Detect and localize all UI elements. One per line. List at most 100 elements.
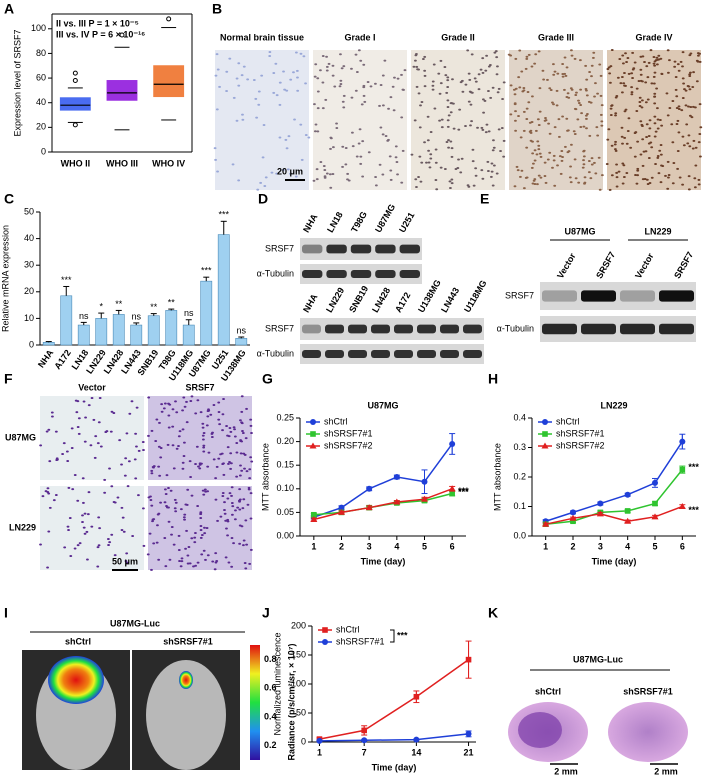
cell (223, 508, 226, 511)
label: shSRSF7#1 (623, 686, 673, 696)
cell (323, 176, 327, 179)
cell (688, 88, 692, 91)
cell (606, 67, 610, 70)
cell (597, 156, 601, 159)
label: Vector (633, 251, 656, 280)
cell (281, 168, 285, 171)
cell (552, 73, 556, 76)
cell (272, 91, 276, 94)
cell (565, 66, 569, 69)
band (620, 323, 655, 335)
cell (533, 149, 537, 152)
cell (556, 72, 560, 75)
cell (134, 477, 138, 480)
cell (124, 560, 128, 563)
cell (386, 139, 390, 142)
cell (202, 549, 206, 552)
cell (631, 51, 635, 54)
cell (546, 158, 550, 161)
y-tick-label: 150 (291, 649, 306, 659)
cell (563, 88, 566, 91)
cell (225, 90, 228, 93)
cell (492, 139, 495, 142)
cell (414, 59, 417, 62)
panel-letter: F (4, 371, 13, 387)
cell (70, 446, 74, 449)
label: LN229 (644, 226, 671, 236)
label: SRSF7 (265, 243, 294, 253)
y-tick-label: 0.25 (276, 412, 294, 422)
cell (242, 65, 246, 68)
cell (160, 403, 164, 406)
cell (255, 116, 259, 119)
cell (687, 134, 691, 137)
cell (548, 151, 552, 154)
point (597, 500, 604, 507)
cell (697, 141, 701, 144)
cell (54, 494, 58, 497)
cell (202, 450, 206, 453)
cell (227, 462, 230, 465)
cell (329, 186, 333, 189)
cell (427, 161, 431, 164)
cell (652, 75, 656, 78)
cell (137, 449, 141, 452)
cell (647, 61, 651, 64)
outlier (119, 32, 125, 38)
cell (608, 72, 612, 75)
cell (656, 156, 660, 159)
cell (87, 404, 91, 407)
cell (477, 73, 481, 76)
cell (324, 98, 328, 101)
cell (692, 71, 695, 74)
cell (582, 159, 585, 162)
cell (676, 63, 680, 66)
cell (625, 142, 629, 145)
x-tick-label: WHO II (61, 158, 91, 168)
point (421, 495, 428, 502)
cell (654, 162, 657, 165)
cell (214, 477, 218, 480)
cell (489, 96, 493, 99)
cell (492, 164, 496, 167)
significance-label: *** (61, 275, 72, 285)
cell (596, 92, 599, 95)
cell (96, 565, 100, 568)
significance-label: ** (150, 302, 158, 312)
cell (633, 61, 637, 64)
cell (257, 103, 261, 106)
cell (175, 411, 179, 414)
legend-marker (541, 442, 549, 449)
cell (146, 553, 150, 556)
band (375, 244, 396, 254)
band (350, 244, 372, 254)
cell (410, 153, 414, 156)
cell (47, 428, 51, 431)
cell (200, 534, 204, 537)
cell (219, 453, 222, 456)
cell (341, 165, 344, 168)
cell (374, 82, 377, 85)
signal (179, 671, 193, 689)
cell (636, 140, 640, 143)
cell (531, 152, 535, 155)
cell (599, 74, 603, 77)
cell (315, 168, 319, 171)
cell (401, 149, 405, 152)
cell (486, 160, 490, 163)
cell (667, 174, 671, 177)
band (542, 323, 577, 335)
cell (536, 118, 540, 121)
cell (552, 159, 556, 162)
cell (235, 451, 239, 454)
cell (325, 55, 328, 58)
x-tick-label: WHO IV (152, 158, 185, 168)
cell (577, 101, 581, 104)
cell (530, 65, 534, 68)
cell (342, 94, 346, 97)
cell (598, 63, 602, 66)
cell (244, 519, 248, 522)
cell (222, 397, 225, 400)
legend-marker (309, 442, 317, 449)
legend-marker (542, 419, 548, 425)
